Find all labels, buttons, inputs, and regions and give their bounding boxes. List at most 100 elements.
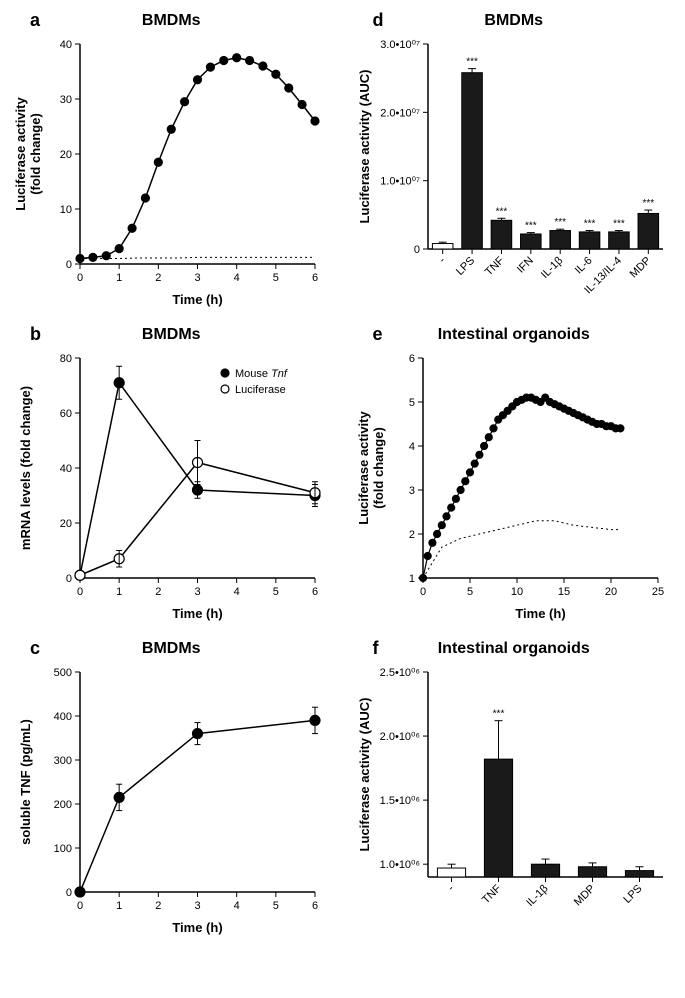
svg-text:1: 1 [116,586,122,598]
svg-text:40: 40 [60,463,72,475]
svg-text:60: 60 [60,408,72,420]
svg-text:4: 4 [234,272,240,284]
svg-text:2: 2 [155,586,161,598]
svg-text:1.0•10⁰⁶: 1.0•10⁰⁶ [379,859,419,871]
svg-text:3.0•10⁰⁷: 3.0•10⁰⁷ [380,39,420,51]
svg-text:Luciferase activity: Luciferase activity [356,411,371,525]
panel-d: d BMDMs 01.0•10⁰⁷2.0•10⁰⁷3.0•10⁰⁷Lucifer… [353,10,676,314]
svg-text:TNF: TNF [480,882,504,906]
chart-c: 01234560100200300400500Time (h)soluble T… [10,662,330,942]
svg-text:TNF: TNF [482,254,506,278]
svg-text:40: 40 [60,39,72,51]
svg-text:***: *** [524,221,536,232]
panel-c: c BMDMs 01234560100200300400500Time (h)s… [10,638,333,942]
svg-text:Luciferase: Luciferase [235,384,286,396]
svg-text:Luciferase activity (AUC): Luciferase activity (AUC) [357,698,372,852]
svg-text:***: *** [642,198,654,209]
svg-text:IFN: IFN [514,255,535,276]
svg-text:***: *** [613,219,625,230]
svg-text:2.0•10⁰⁶: 2.0•10⁰⁶ [379,731,419,743]
svg-text:IL-1β: IL-1β [524,883,550,909]
svg-text:200: 200 [54,799,72,811]
svg-text:0: 0 [66,887,72,899]
svg-text:4: 4 [234,586,240,598]
panel-c-title: BMDMs [10,640,333,658]
svg-text:6: 6 [408,353,414,365]
svg-text:10: 10 [60,204,72,216]
panel-e: e Intestinal organoids 0510152025123456T… [353,324,676,628]
svg-text:Time (h): Time (h) [172,606,222,621]
svg-text:***: *** [495,206,507,217]
svg-text:5: 5 [466,586,472,598]
svg-text:1: 1 [116,900,122,912]
svg-text:0: 0 [77,900,83,912]
svg-text:30: 30 [60,94,72,106]
svg-text:2: 2 [155,900,161,912]
svg-text:Time (h): Time (h) [172,292,222,307]
svg-text:(fold change): (fold change) [28,113,43,195]
svg-text:5: 5 [273,900,279,912]
svg-text:1.5•10⁰⁶: 1.5•10⁰⁶ [379,795,419,807]
svg-text:5: 5 [273,586,279,598]
svg-text:IL-1β: IL-1β [538,255,564,281]
svg-text:5: 5 [408,397,414,409]
panel-e-label: e [373,324,383,345]
panel-f: f Intestinal organoids 1.0•10⁰⁶1.5•10⁰⁶2… [353,638,676,942]
svg-text:4: 4 [408,441,414,453]
svg-text:MDP: MDP [627,255,653,281]
svg-text:2.5•10⁰⁶: 2.5•10⁰⁶ [379,667,419,679]
svg-text:25: 25 [651,586,663,598]
svg-text:5: 5 [273,272,279,284]
svg-text:20: 20 [60,518,72,530]
panel-a-title: BMDMs [10,12,333,30]
svg-text:-: - [445,882,456,893]
panel-a-label: a [30,10,40,31]
svg-text:***: *** [554,217,566,228]
svg-text:Luciferase activity: Luciferase activity [13,97,28,211]
svg-text:0: 0 [413,244,419,256]
svg-text:3: 3 [194,272,200,284]
svg-text:6: 6 [312,900,318,912]
svg-text:Luciferase activity (AUC): Luciferase activity (AUC) [357,70,372,224]
panel-d-title: BMDMs [353,12,676,30]
svg-text:1: 1 [116,272,122,284]
panel-b-title: BMDMs [10,326,333,344]
svg-text:400: 400 [54,711,72,723]
svg-text:LPS: LPS [621,883,644,906]
svg-text:300: 300 [54,755,72,767]
svg-text:1.0•10⁰⁷: 1.0•10⁰⁷ [380,176,420,188]
panel-b: b BMDMs 0123456020406080Time (h)mRNA lev… [10,324,333,628]
svg-text:LPS: LPS [453,255,476,278]
chart-b: 0123456020406080Time (h)mRNA levels (fol… [10,348,330,628]
svg-text:***: *** [492,709,504,720]
chart-d: 01.0•10⁰⁷2.0•10⁰⁷3.0•10⁰⁷Luciferase acti… [353,34,673,314]
panel-a: a BMDMs 0123456010203040Time (h)Lucifera… [10,10,333,314]
svg-text:(fold change): (fold change) [371,427,386,509]
panel-c-label: c [30,638,40,659]
svg-text:0: 0 [77,272,83,284]
svg-text:6: 6 [312,586,318,598]
svg-text:soluble TNF (pg/mL): soluble TNF (pg/mL) [18,719,33,845]
panel-f-title: Intestinal organoids [353,640,676,658]
svg-text:IL-6: IL-6 [572,255,594,277]
panel-d-label: d [373,10,384,31]
svg-text:1: 1 [408,573,414,585]
chart-f: 1.0•10⁰⁶ 1.5•10⁰⁶ 2.0•10⁰⁶ 2.5•10⁰⁶ Lucifera… [353,662,673,942]
panel-e-title: Intestinal organoids [353,326,676,344]
svg-text:-: - [436,254,447,265]
svg-text:2: 2 [408,529,414,541]
figure-grid: a BMDMs 0123456010203040Time (h)Lucifera… [10,10,675,942]
svg-text:4: 4 [234,900,240,912]
svg-text:***: *** [583,219,595,230]
svg-text:0: 0 [66,573,72,585]
svg-text:6: 6 [312,272,318,284]
svg-text:2: 2 [155,272,161,284]
svg-text:0: 0 [419,586,425,598]
svg-text:20: 20 [604,586,616,598]
chart-e: 0510152025123456Time (h)Luciferase activ… [353,348,673,628]
chart-a: 0123456010203040Time (h)Luciferase activ… [10,34,330,314]
svg-text:3: 3 [408,485,414,497]
svg-text:10: 10 [510,586,522,598]
svg-text:100: 100 [54,843,72,855]
panel-b-label: b [30,324,41,345]
